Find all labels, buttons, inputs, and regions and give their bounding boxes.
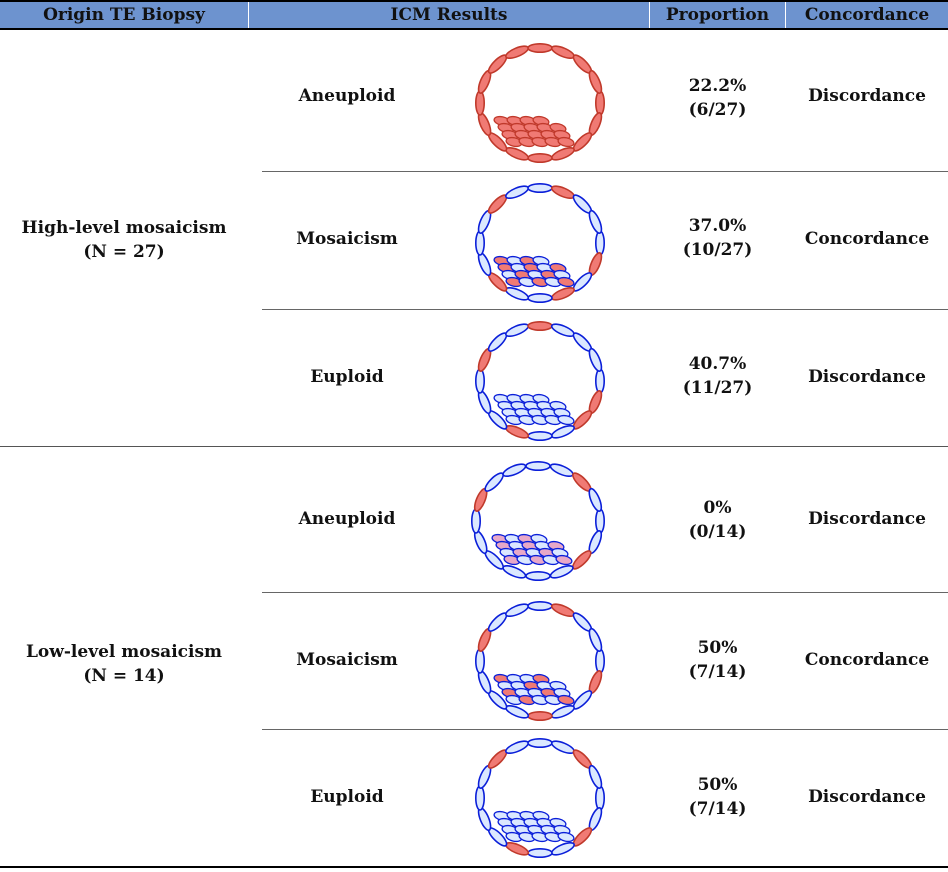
proportion-frac: (10/27)	[682, 240, 753, 260]
proportion-frac: (7/14)	[688, 662, 747, 682]
concordance-cell: Discordance	[808, 86, 926, 106]
table-header: Origin TE Biopsy ICM Results Proportion …	[0, 0, 948, 30]
proportion-pct: 50%	[697, 775, 738, 795]
proportion-pct: 0%	[703, 498, 732, 518]
origin-low-n: (N = 14)	[83, 666, 165, 686]
icm-label: Aneuploid	[298, 509, 396, 529]
proportion-cell: 40.7% (11/27)	[650, 352, 785, 400]
concordance-cell: Discordance	[808, 787, 926, 807]
proportion-cell: 50% (7/14)	[650, 773, 785, 821]
proportion-cell: 22.2% (6/27)	[650, 74, 785, 122]
proportion-pct: 40.7%	[688, 354, 747, 374]
proportion-pct: 22.2%	[688, 76, 747, 96]
icm-label: Euploid	[310, 787, 384, 807]
proportion-frac: (11/27)	[682, 378, 753, 398]
embryo-diagram	[474, 183, 606, 303]
embryo-diagram	[470, 461, 606, 581]
concordance-cell: Discordance	[808, 509, 926, 529]
concordance-cell: Concordance	[804, 229, 930, 249]
concordance-cell: Concordance	[804, 650, 930, 670]
proportion-pct: 37.0%	[688, 216, 747, 236]
icm-label: Euploid	[310, 367, 384, 387]
header-icm: ICM Results	[390, 5, 508, 25]
proportion-cell: 37.0% (10/27)	[650, 214, 785, 262]
proportion-cell: 0% (0/14)	[650, 496, 785, 544]
table-bottom-border	[0, 866, 948, 868]
embryo-diagram	[474, 43, 606, 163]
origin-high-label: High-level mosaicism	[21, 218, 227, 238]
origin-low-label: Low-level mosaicism	[25, 642, 223, 662]
origin-high: High-level mosaicism (N = 27)	[0, 216, 248, 264]
origin-high-n: (N = 27)	[83, 242, 165, 262]
origin-low: Low-level mosaicism (N = 14)	[0, 640, 248, 688]
proportion-frac: (7/14)	[688, 799, 747, 819]
header-concordance: Concordance	[804, 5, 930, 25]
embryo-diagram	[474, 321, 606, 441]
icm-label: Aneuploid	[298, 86, 396, 106]
proportion-cell: 50% (7/14)	[650, 636, 785, 684]
icm-label: Mosaicism	[296, 229, 398, 249]
embryo-diagram	[474, 738, 606, 858]
header-origin: Origin TE Biopsy	[43, 5, 205, 25]
embryo-diagram	[474, 601, 606, 721]
concordance-cell: Discordance	[808, 367, 926, 387]
proportion-frac: (6/27)	[688, 100, 747, 120]
header-proportion: Proportion	[665, 5, 770, 25]
proportion-pct: 50%	[697, 638, 738, 658]
icm-label: Mosaicism	[296, 650, 398, 670]
proportion-frac: (0/14)	[688, 522, 747, 542]
